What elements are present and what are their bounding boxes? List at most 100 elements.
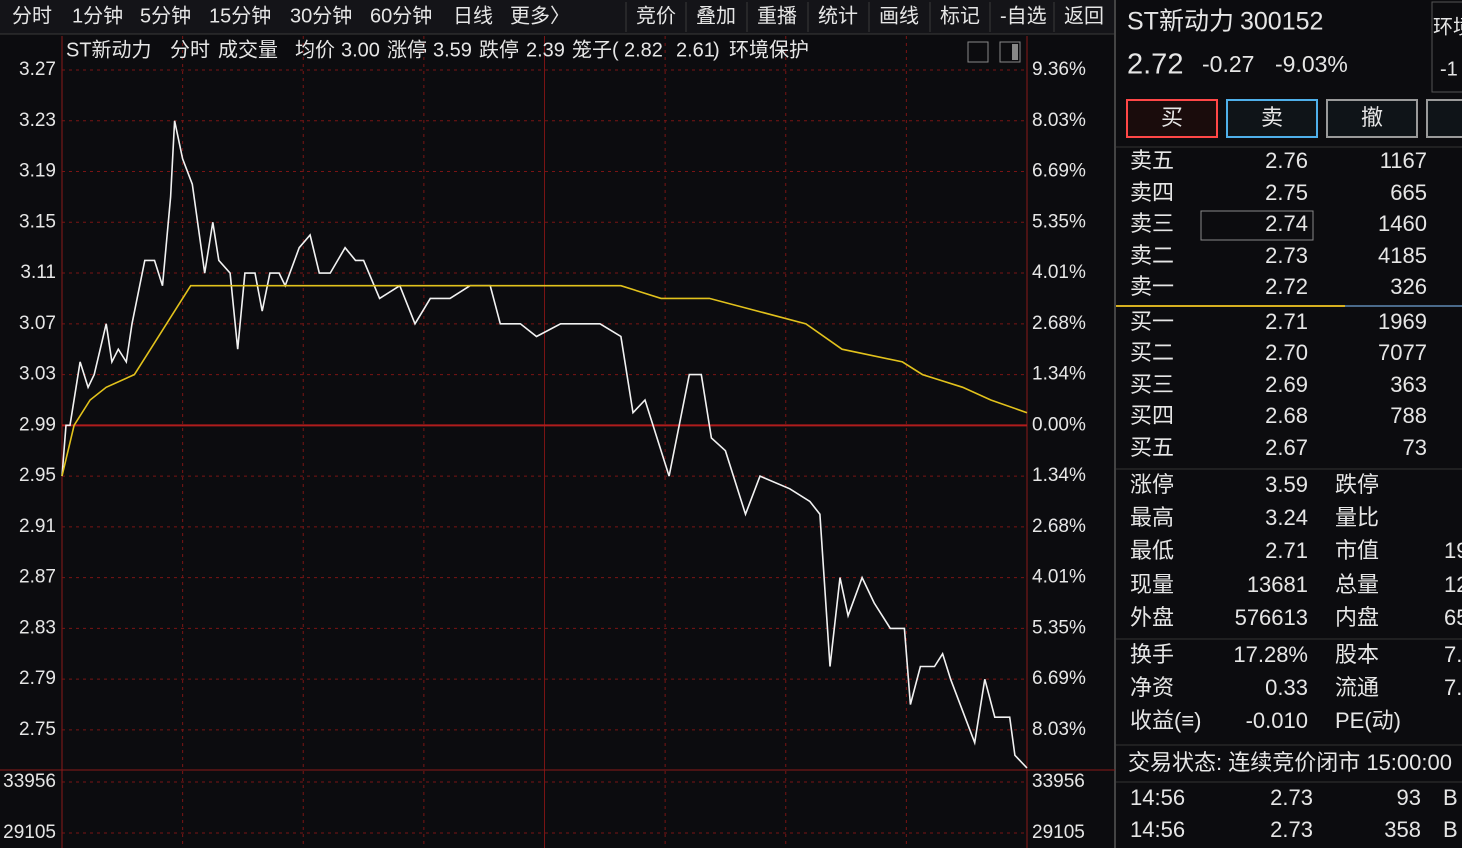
stat-value: 2.71 [1265,538,1308,563]
y-tick-label: 2.87 [19,567,56,588]
trade-status: 交易状态: 连续竞价闭市 15:00:00 [1128,750,1452,775]
stat-label: 内盘 [1335,605,1379,630]
trade-button-label[interactable]: 撤 [1361,105,1383,130]
y-tick-label: 2.99 [19,414,56,435]
tab[interactable]: 分时 [12,4,52,27]
stock-name: ST新动力 [1127,8,1234,36]
order-level: 卖二 [1130,243,1174,268]
stat-label: 收益(≡) [1130,708,1202,733]
stat-label: 量比 [1335,505,1379,530]
y2-tick-label: 5.35% [1032,211,1086,232]
stat-value: 3.24 [1265,505,1308,530]
y2-tick-label: 4.01% [1032,567,1086,588]
trade-button[interactable] [1226,99,1318,138]
y-tick-label: 3.23 [19,110,56,131]
trade-button[interactable] [1426,99,1462,138]
tab[interactable]: 30分钟 [290,4,352,27]
y2-tick-label: 2.68% [1032,313,1086,334]
info-limit-up: 3.59 [433,39,472,61]
stat-value: 123 [1444,572,1462,597]
stat-label: 流通 [1335,675,1379,700]
info-avg-label: 均价 [295,38,335,61]
order-volume: 326 [1390,274,1427,299]
selection-box [1200,210,1314,241]
order-price: 2.70 [1265,340,1308,365]
order-level: 买一 [1130,309,1174,334]
y2-tick-label: 8.03% [1032,719,1086,740]
order-volume: 363 [1390,372,1427,397]
trade-button-label[interactable]: 卖 [1261,105,1283,130]
info-cage-label: 笼子( [572,38,619,61]
tool-button[interactable]: 叠加 [696,4,736,27]
order-level: 买四 [1130,403,1174,428]
info-limit-down: 2.39 [526,39,565,61]
y-tick-label: 3.27 [19,59,56,80]
order-volume: 1167 [1380,148,1427,173]
stat-value: 576613 [1235,605,1308,630]
y-tick-label: 3.19 [19,161,56,182]
tool-button[interactable]: 统计 [818,4,858,27]
tool-button[interactable]: 竞价 [636,4,676,27]
tab[interactable]: 60分钟 [370,4,432,27]
tool-button[interactable]: -自选 [1000,4,1047,27]
tool-button[interactable]: 重播 [757,4,797,27]
info-cage-low: 2.61 [676,39,715,61]
tab[interactable]: 5分钟 [140,4,191,27]
stat-label: 涨停 [1130,472,1174,497]
toolbar-bg [0,0,1115,34]
stat-value: 19 [1444,538,1462,563]
tool-button[interactable]: 返回 [1064,4,1104,27]
order-price: 2.76 [1265,148,1308,173]
tool-button[interactable]: 标记 [940,4,980,27]
y2-tick-label: 6.69% [1032,668,1086,689]
order-price: 2.69 [1265,372,1308,397]
order-price: 2.68 [1265,403,1308,428]
volume-tick-label: 33956 [1032,771,1085,792]
price-line [61,120,1028,769]
trade-button-label[interactable]: 买 [1161,105,1183,130]
trade-price: 2.73 [1270,817,1313,842]
order-price: 2.71 [1265,309,1308,334]
trade-side: B [1443,785,1458,810]
icon-button[interactable] [967,41,989,63]
order-level: 卖一 [1130,274,1174,299]
y2-tick-label: 4.01% [1032,262,1086,283]
stat-label: 市值 [1335,538,1379,563]
order-level: 买五 [1130,435,1174,460]
order-volume: 788 [1390,403,1427,428]
trade-volume: 93 [1397,785,1421,810]
average-line [61,284,1028,477]
y-tick-label: 2.91 [19,516,56,537]
tool-button[interactable]: 画线 [879,4,919,27]
sector-name: 环境 [1433,15,1462,38]
trade-volume: 358 [1384,817,1421,842]
y-tick-label: 3.15 [19,211,56,232]
stat-label: 最高 [1130,505,1174,530]
tab[interactable]: 15分钟 [209,4,271,27]
stat-value: 7. [1444,675,1462,700]
tab[interactable]: 日线 [453,4,493,27]
order-level: 买二 [1130,340,1174,365]
order-price: 2.74 [1265,211,1308,236]
y-tick-label: 2.75 [19,719,56,740]
stat-label: 最低 [1130,538,1174,563]
trade-button[interactable] [1126,99,1218,138]
stat-value: 654 [1444,605,1462,630]
order-volume: 73 [1403,435,1427,460]
stat-value: 3.59 [1265,472,1308,497]
y2-tick-label: 1.34% [1032,364,1086,385]
tab[interactable]: 1分钟 [72,4,123,27]
tab[interactable]: 更多〉 [510,4,570,27]
y-tick-label: 3.07 [19,313,56,334]
trade-button[interactable] [1326,99,1418,138]
y2-tick-label: 0.00% [1032,414,1086,435]
sector-change: -1 [1440,58,1458,80]
icon-button[interactable] [999,41,1021,63]
stat-label: 现量 [1130,572,1174,597]
order-price: 2.73 [1265,243,1308,268]
info-avg: 3.00 [341,39,380,61]
stat-label: 跌停 [1335,472,1379,497]
price-change-pct: -9.03% [1275,51,1348,77]
